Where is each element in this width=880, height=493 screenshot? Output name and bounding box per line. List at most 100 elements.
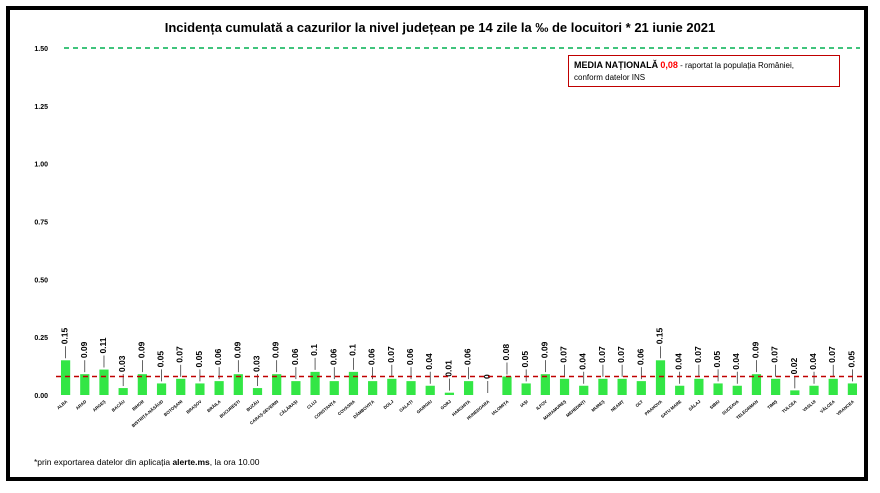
- data-label: 0.07: [559, 346, 569, 363]
- data-label: 0.04: [808, 353, 818, 370]
- y-tick-label: 0.75: [34, 220, 48, 227]
- category-label: TULCEA: [781, 399, 798, 414]
- footnote: *prin exportarea datelor din aplicația a…: [34, 457, 259, 467]
- data-label: 0.09: [539, 341, 549, 358]
- category-label: MUREȘ: [590, 399, 605, 413]
- category-label: ARAD: [75, 399, 88, 411]
- bar: [463, 381, 474, 395]
- national-average-source: conform datelor INS: [574, 73, 646, 82]
- bar: [310, 371, 320, 395]
- data-label: 0.05: [156, 351, 166, 368]
- category-label: SĂLAJ: [688, 399, 702, 412]
- y-tick-label: 1.50: [34, 46, 48, 53]
- bar: [214, 381, 224, 395]
- national-average-text: - raportat la populația României,: [677, 61, 794, 70]
- category-label: GALAȚI: [398, 399, 413, 413]
- bar: [176, 378, 186, 395]
- data-label: 0.06: [290, 348, 300, 365]
- data-label: 0.07: [827, 346, 837, 363]
- data-label: 0.07: [616, 346, 626, 363]
- category-label: CLUJ: [306, 399, 318, 410]
- footnote-suffix: , la ora 10.00: [209, 457, 260, 467]
- bar: [272, 374, 282, 395]
- data-label: 0.01: [443, 360, 453, 377]
- data-label: 0.09: [232, 341, 242, 358]
- category-label: BUCUREȘTI: [219, 399, 241, 419]
- national-average-box: MEDIA NAȚIONALĂ 0,08 - raportat la popul…: [568, 55, 840, 87]
- data-label: 0.1: [347, 344, 357, 356]
- category-label: VASLUI: [802, 399, 817, 413]
- bar: [675, 385, 685, 395]
- footnote-prefix: *prin exportarea datelor din aplicația: [34, 457, 173, 467]
- data-label: 0.15: [655, 327, 665, 344]
- data-label: 0.09: [750, 341, 760, 358]
- bar: [137, 374, 147, 395]
- category-label: BACĂU: [111, 399, 126, 413]
- y-tick-label: 0.25: [34, 335, 48, 342]
- bar: [598, 378, 608, 395]
- bar: [713, 383, 723, 395]
- data-label: 0.05: [712, 351, 722, 368]
- bar: [368, 381, 378, 395]
- bar: [60, 360, 71, 395]
- data-label: 0.15: [60, 327, 70, 344]
- bar: [771, 378, 781, 395]
- data-label: 0.06: [328, 348, 338, 365]
- data-label: 0.06: [463, 348, 473, 365]
- data-label: 0.11: [98, 337, 108, 353]
- bar: [195, 383, 205, 395]
- bar: [540, 374, 550, 395]
- data-label: 0.07: [693, 346, 703, 363]
- category-label: SATU MARE: [660, 399, 683, 419]
- category-label: VRANCEA: [836, 399, 855, 416]
- bar: [425, 385, 435, 395]
- bar: [118, 388, 128, 395]
- category-label: BIHOR: [131, 398, 146, 411]
- category-label: TIMIȘ: [766, 399, 778, 410]
- bar: [80, 374, 90, 395]
- data-label: 0.09: [136, 341, 146, 358]
- data-label: 0.08: [501, 344, 511, 361]
- category-label: IALOMIȚA: [490, 399, 509, 416]
- bar: [559, 378, 570, 395]
- category-label: SUCEAVA: [721, 399, 740, 416]
- bar: [329, 381, 339, 395]
- bar: [99, 369, 109, 395]
- bar: [847, 383, 858, 395]
- category-label: IAȘI: [519, 399, 529, 408]
- bar: [521, 383, 531, 395]
- data-label: 0.07: [386, 346, 396, 363]
- data-label: 0.04: [424, 353, 434, 370]
- category-label: BRĂILA: [206, 399, 222, 413]
- bar: [694, 378, 704, 395]
- category-label: BUZĂU: [245, 399, 260, 413]
- bar: [444, 392, 455, 395]
- data-label: 0.09: [79, 341, 89, 358]
- category-label: OLT: [634, 399, 644, 408]
- data-label: 0.06: [367, 348, 377, 365]
- category-label: DOLJ: [382, 399, 394, 411]
- bar: [636, 381, 646, 395]
- category-label: BRAȘOV: [185, 399, 202, 415]
- data-label: 0.03: [117, 355, 127, 372]
- data-label: 0.06: [405, 348, 415, 365]
- data-label: 0.09: [271, 341, 281, 358]
- bar: [732, 385, 742, 395]
- national-average-label: MEDIA NAȚIONALĂ: [574, 60, 659, 70]
- category-label: GORJ: [439, 399, 452, 411]
- footnote-app-name: alerte.ms: [172, 457, 210, 467]
- category-label: MEHEDINȚI: [565, 399, 586, 418]
- bar: [156, 383, 167, 395]
- bar: [828, 378, 838, 395]
- bar: [387, 378, 397, 395]
- y-tick-label: 0.00: [34, 393, 48, 400]
- bar: [348, 371, 359, 395]
- y-tick-label: 1.00: [34, 162, 48, 169]
- bar: [579, 385, 589, 395]
- y-tick-label: 0.50: [34, 277, 48, 284]
- data-label: 0.03: [252, 355, 262, 372]
- y-tick-label: 1.25: [34, 104, 48, 111]
- data-label: 0.05: [194, 351, 204, 368]
- data-label: 0.07: [597, 346, 607, 363]
